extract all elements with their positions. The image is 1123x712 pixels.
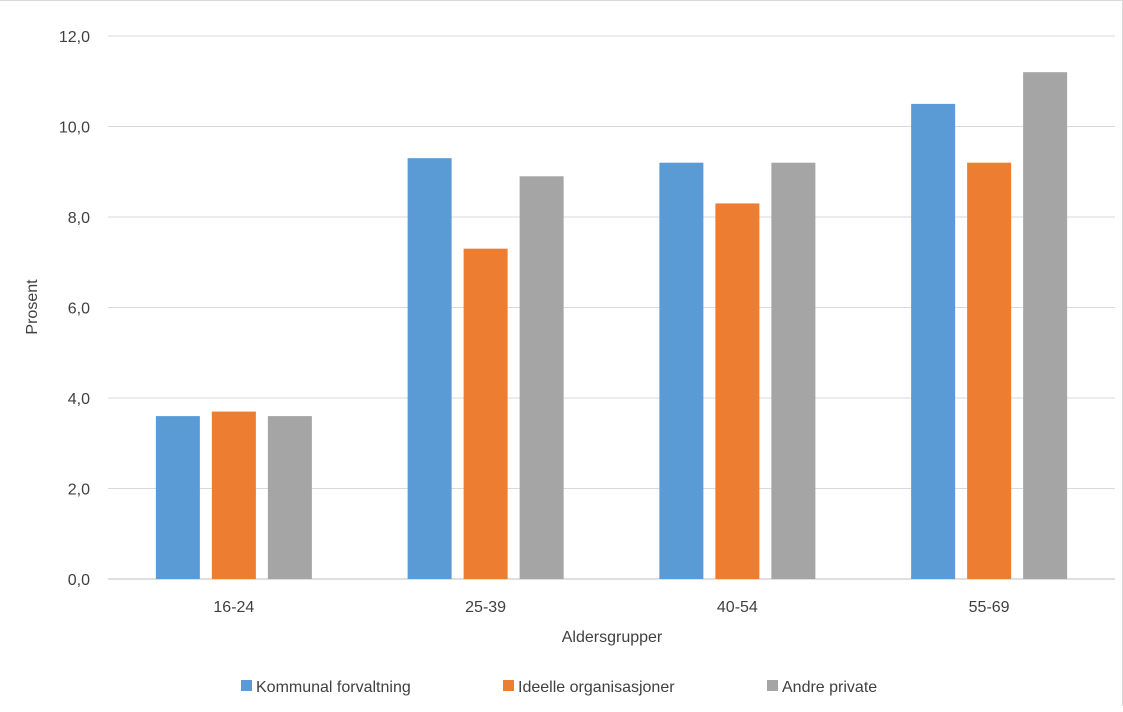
bars bbox=[155, 72, 1068, 580]
x-tick-label: 55-69 bbox=[969, 599, 1010, 616]
bar-ideelle-organisasjoner-16-24 bbox=[211, 411, 256, 579]
y-tick-label: 12,0 bbox=[59, 29, 90, 46]
bar-ideelle-organisasjoner-25-39 bbox=[463, 248, 508, 580]
y-axis-title: Prosent bbox=[24, 279, 41, 335]
y-tick-label: 0,0 bbox=[68, 572, 90, 589]
bar-ideelle-organisasjoner-55-69 bbox=[967, 162, 1012, 579]
bar-kommunal-forvaltning-16-24 bbox=[155, 416, 200, 579]
legend-swatch bbox=[503, 680, 514, 691]
y-tick-label: 2,0 bbox=[68, 482, 90, 499]
y-tick-label: 10,0 bbox=[59, 120, 90, 137]
bar-kommunal-forvaltning-55-69 bbox=[911, 103, 956, 579]
bar-andre-private-55-69 bbox=[1023, 72, 1068, 579]
x-axis-tick-labels: 16-24 25-39 40-54 55-69 bbox=[213, 599, 1009, 616]
y-axis-tick-labels: 0,0 2,0 4,0 6,0 8,0 10,0 12,0 bbox=[59, 29, 90, 589]
bar-ideelle-organisasjoner-40-54 bbox=[715, 203, 760, 580]
x-tick-label: 16-24 bbox=[213, 599, 254, 616]
bar-andre-private-25-39 bbox=[519, 176, 564, 579]
bar-kommunal-forvaltning-40-54 bbox=[659, 162, 704, 579]
legend-swatch bbox=[767, 680, 778, 691]
legend-item-andre-private: Andre private bbox=[767, 679, 877, 696]
y-tick-label: 6,0 bbox=[68, 301, 90, 318]
legend-item-ideelle-organisasjoner: Ideelle organisasjoner bbox=[503, 679, 675, 696]
legend-label: Andre private bbox=[782, 679, 877, 696]
bar-kommunal-forvaltning-25-39 bbox=[407, 158, 452, 580]
x-tick-label: 25-39 bbox=[465, 599, 506, 616]
y-tick-label: 4,0 bbox=[68, 391, 90, 408]
y-tick-label: 8,0 bbox=[68, 210, 90, 227]
x-tick-label: 40-54 bbox=[717, 599, 758, 616]
bar-andre-private-40-54 bbox=[771, 162, 816, 579]
x-axis-title: Aldersgrupper bbox=[562, 629, 663, 646]
legend-item-kommunal-forvaltning: Kommunal forvaltning bbox=[241, 679, 411, 696]
bar-andre-private-16-24 bbox=[267, 416, 312, 579]
gridlines bbox=[108, 35, 1115, 580]
legend: Kommunal forvaltning Ideelle organisasjon… bbox=[241, 679, 877, 696]
legend-swatch bbox=[241, 680, 252, 691]
legend-label: Kommunal forvaltning bbox=[256, 679, 411, 696]
legend-label: Ideelle organisasjoner bbox=[518, 679, 675, 696]
